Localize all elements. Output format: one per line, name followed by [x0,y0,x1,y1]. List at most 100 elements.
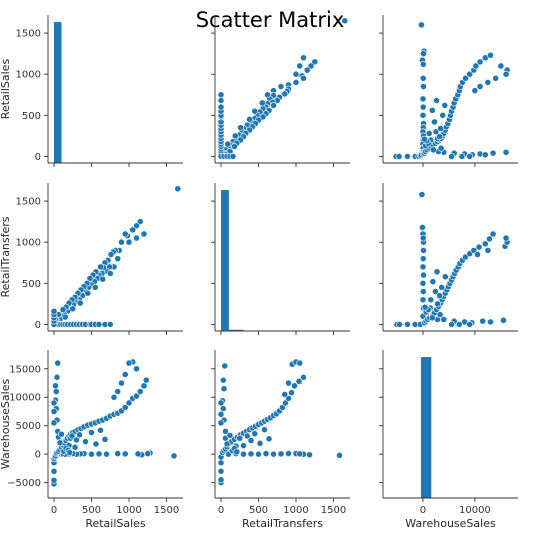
scatter-point [421,135,428,143]
scatter-point [50,399,58,407]
scatter-point [136,388,144,395]
scatter-point [262,450,270,457]
scatter-point [484,79,492,86]
scatter-point [466,70,474,78]
scatter-point [428,314,436,322]
scatter-point [125,238,133,246]
scatter-point [118,379,125,387]
scatter-point [419,103,427,111]
scatter-point [437,125,445,132]
scatter-point [474,251,481,258]
scatter-point [53,373,61,381]
scatter-point [306,451,313,459]
scatter-point [420,271,427,279]
scatter-point [86,274,94,282]
scatter-point [395,153,403,160]
y-tick-label: 1000 [16,70,41,81]
scatter-point [255,450,262,458]
panel-warehouse-sales-vs-retail-sales: −5000 0 5000 10000 15000 0 500 1000 1500 [7,350,183,516]
scatter-point [502,148,510,156]
scatter-point [277,450,285,458]
panel-retail-sales-vs-retail-sales: 0 500 1000 1500 [16,15,183,167]
scatter-point [50,467,58,475]
scatter-point [240,450,247,458]
scatter-point [281,90,289,98]
y-axis-label-retail-sales: RetailSales [0,59,12,120]
x-tick-label: 500 [249,505,268,516]
scatter-point [246,116,253,123]
scatter-point [438,284,446,291]
scatter-point [291,382,298,390]
scatter-point [223,440,231,448]
scatter-point [76,431,83,439]
scatter-point [419,95,427,103]
scatter-point [471,87,479,95]
scatter-point [502,234,510,242]
y-tick-label: 0 [35,450,41,461]
y-tick-label: 1500 [16,29,41,40]
scatter-point [432,128,440,136]
scatter-point [219,376,227,384]
scatter-point [428,106,436,114]
scatter-point [458,153,466,160]
scatter-point [481,151,489,159]
scatter-point [259,113,267,121]
scatter-point [258,99,266,107]
x-axis-label-warehouse-sales: WarehouseSales [405,517,496,530]
scatter-point [261,426,268,434]
scatter-point [133,365,140,373]
scatter-point [437,144,445,152]
scatter-point [419,223,426,231]
scatter-point [50,408,58,415]
scatter-point [251,107,259,115]
scatter-point [500,316,507,324]
scatter-point [95,321,103,328]
scatter-point [91,284,99,291]
scatter-point [462,74,469,82]
y-tick-label: 1500 [16,197,41,208]
scatter-point [429,278,437,286]
scatter-point [217,459,225,467]
scatter-point [59,306,67,314]
scatter-point [300,74,307,82]
scatter-point [441,273,449,281]
scatter-point [481,240,489,248]
scatter-point [341,17,349,25]
scatter-point [419,255,427,263]
x-tick-label: 0 [420,505,426,516]
scatter-point [285,379,292,387]
scatter-point [486,235,493,243]
scatter-point [61,313,69,321]
scatter-point [92,440,100,448]
scatter-point [492,74,500,82]
scatter-point [224,140,232,148]
scatter-point [129,226,137,234]
scatter-point [300,54,307,62]
scatter-point [247,450,255,458]
scatter-point [121,450,129,458]
scatter-point [231,143,238,150]
scatter-point [142,376,150,384]
x-tick-label: 0 [218,505,224,516]
scatter-point [52,388,60,395]
scatter-point [114,450,122,457]
scatter-point [114,255,122,263]
scatter-point [133,234,140,242]
panel-retail-sales-vs-warehouse-sales [379,15,518,167]
scatter-point [222,427,229,435]
scatter-point [295,377,303,385]
scatter-point [101,435,109,443]
y-tick-label: −5000 [7,478,41,489]
scatter-point [429,146,437,154]
scatter-point [221,362,229,370]
scatter-point [432,288,439,295]
scatter-point [419,296,427,304]
scatter-point [419,234,427,242]
x-tick-label: 0 [51,505,57,516]
scatter-point [404,153,411,160]
scatter-point [247,437,255,444]
scatter-point [448,153,455,160]
scatter-point [300,373,307,381]
scatter-point [219,405,227,413]
